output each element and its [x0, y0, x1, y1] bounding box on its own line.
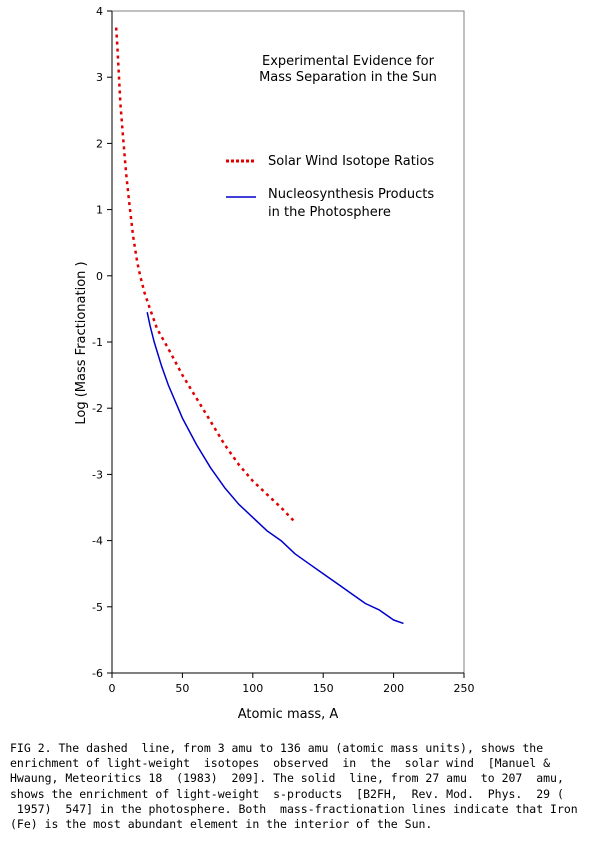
caption-line: (Fe) is the most abundant element in the… — [10, 817, 433, 832]
y-tick-label: 0 — [96, 270, 103, 283]
series-line-nucleosynthesis — [146, 312, 404, 625]
y-tick-label: -1 — [92, 336, 103, 349]
x-tick-label: 250 — [454, 682, 475, 695]
caption-line: FIG 2. The dashed line, from 3 amu to 13… — [10, 741, 544, 755]
legend-label-nucleosynthesis-line-2: in the Photosphere — [268, 205, 391, 220]
axis-ticks: 0 50 100 150 200 250 -6 -5 -4 -3 -2 -1 0 1 2 3 4 — [92, 5, 474, 695]
series-line-solar-wind — [114, 27, 296, 523]
x-tick-label: 100 — [242, 682, 263, 695]
x-axis-title: Atomic mass, A — [238, 707, 339, 722]
y-tick-label: -2 — [92, 402, 103, 415]
y-tick-label: -5 — [92, 601, 103, 614]
y-tick-label: 2 — [96, 137, 103, 150]
plot-area-frame — [111, 10, 465, 674]
y-tick-label: 4 — [96, 5, 103, 18]
chart-title-line-2: Mass Separation in the Sun — [259, 70, 437, 85]
legend-label-nucleosynthesis-line-1: Nucleosynthesis Products — [268, 187, 434, 202]
legend-label-solar-wind: Solar Wind Isotope Ratios — [268, 154, 434, 169]
figure-caption: FIG 2. The dashed line, from 3 amu to 13… — [10, 741, 595, 832]
x-tick-label: 200 — [383, 682, 404, 695]
x-tick-label: 50 — [175, 682, 189, 695]
y-tick-label: 1 — [96, 204, 103, 217]
chart-title-line-1: Experimental Evidence for — [262, 54, 435, 69]
caption-line: Hwaung, Meteoritics 18 (1983) 209]. The … — [10, 771, 564, 786]
y-tick-label: 3 — [96, 71, 103, 84]
legend: Solar Wind Isotope Ratios Nucleosynthesi… — [226, 154, 434, 220]
series-lines — [114, 27, 404, 625]
chart: 0 50 100 150 200 250 -6 -5 -4 -3 -2 -1 0 1 2 3 4 Experim… — [74, 5, 475, 722]
y-tick-label: -4 — [92, 535, 103, 548]
caption-line: 1957) 547] in the photosphere. Both mass… — [10, 801, 578, 816]
caption-line: shows the enrichment of light-weight s-p… — [10, 786, 564, 801]
y-tick-label: -3 — [92, 468, 103, 481]
y-tick-label: -6 — [92, 667, 103, 680]
x-tick-label: 150 — [313, 682, 334, 695]
caption-line: enrichment of light-weight isotopes obse… — [10, 756, 551, 771]
x-tick-label: 0 — [109, 682, 116, 695]
y-axis-title: Log (Mass Fractionation ) — [74, 261, 89, 424]
